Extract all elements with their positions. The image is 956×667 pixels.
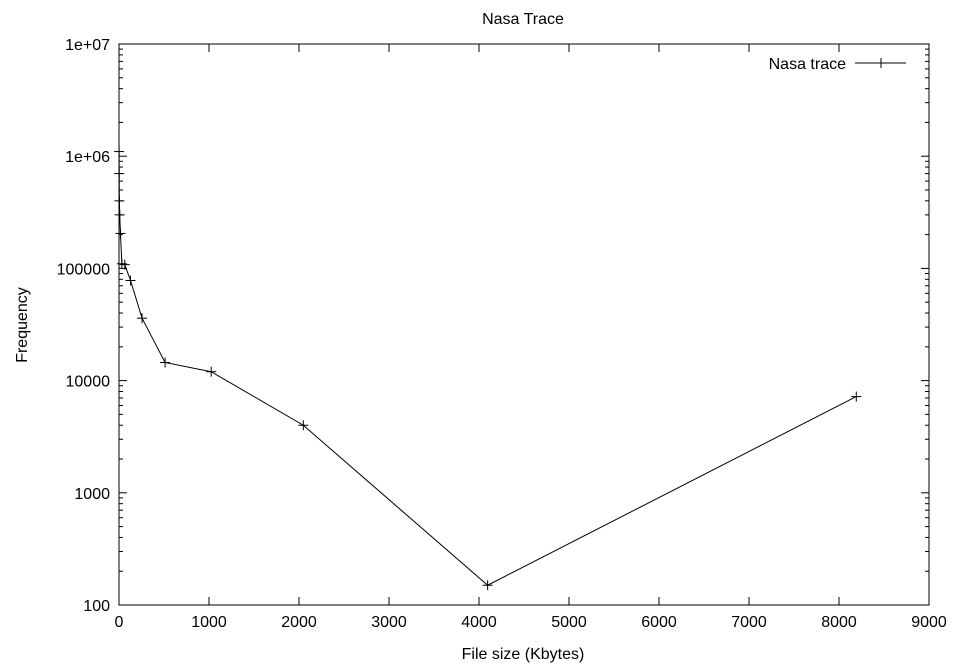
x-tick-label: 1000 [191, 614, 227, 631]
data-point [115, 228, 126, 239]
x-tick-label: 4000 [461, 614, 497, 631]
x-tick-label: 2000 [281, 614, 317, 631]
x-tick-label: 9000 [911, 614, 947, 631]
x-tick-label: 6000 [641, 614, 677, 631]
legend-label: Nasa trace [769, 56, 846, 73]
legend: Nasa trace [769, 56, 906, 73]
data-point [114, 168, 125, 179]
x-tick-label: 3000 [371, 614, 407, 631]
axes: 0 1000 2000 3000 4000 5000 6000 7000 8000 9000 100… [57, 37, 947, 631]
data-point [482, 580, 493, 591]
x-tick-label: 0 [115, 614, 124, 631]
y-tick-label: 100000 [57, 261, 110, 278]
y-tick-label: 1000 [74, 486, 110, 503]
data-point [125, 275, 136, 286]
x-axis-title: File size (Kbytes) [462, 646, 585, 663]
y-tick-label: 1e+06 [65, 149, 110, 166]
x-tick-label: 8000 [821, 614, 857, 631]
data-point [137, 313, 148, 324]
series-line [118, 151, 857, 586]
plot-frame [118, 43, 930, 606]
data-point [206, 366, 217, 377]
data-point [114, 146, 125, 157]
y-axis-title: Frequency [14, 287, 31, 363]
data-point [119, 259, 130, 270]
legend-marker [876, 58, 886, 68]
data-point [160, 357, 171, 368]
series-layer [114, 146, 862, 591]
x-tick-label: 5000 [551, 614, 587, 631]
y-tick-label: 10000 [66, 374, 111, 391]
data-point [851, 391, 862, 402]
data-point [114, 195, 125, 206]
x-tick-label: 7000 [731, 614, 767, 631]
y-tick-label: 1e+07 [65, 37, 110, 54]
chart-title: Nasa Trace [482, 11, 564, 28]
y-tick-label: 100 [83, 598, 110, 615]
data-point [114, 209, 125, 220]
data-point [298, 420, 309, 431]
